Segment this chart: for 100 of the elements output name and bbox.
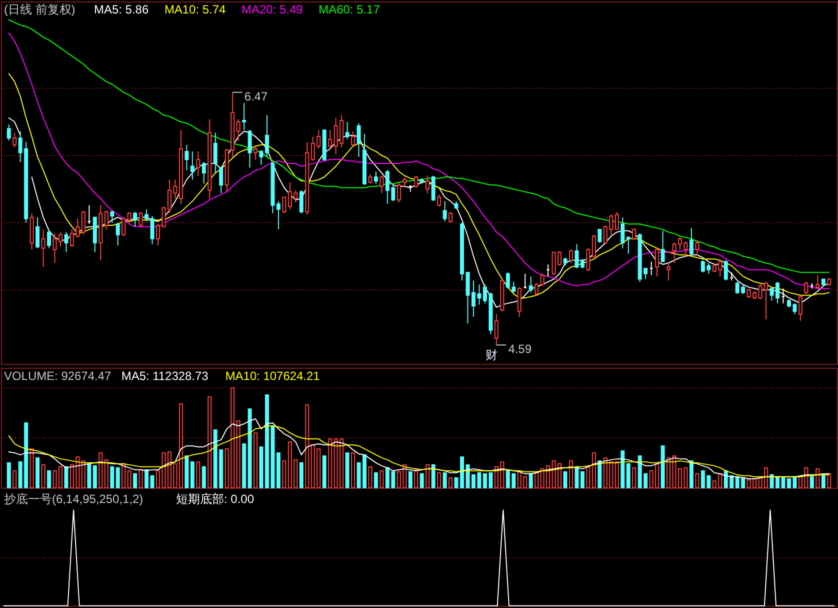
- text: MA20: 5.49: [242, 2, 304, 16]
- candlestick: [299, 190, 304, 214]
- candlestick: [12, 132, 17, 148]
- bar: [574, 466, 579, 488]
- bar: [202, 466, 206, 488]
- candlestick: [540, 273, 544, 286]
- bar: [305, 404, 310, 488]
- text: MA10: 107624.21: [225, 368, 320, 383]
- bar: [116, 467, 120, 488]
- bar: [408, 471, 412, 488]
- candlestick: [282, 196, 286, 214]
- bar: [816, 468, 820, 488]
- candlestick: [380, 175, 384, 194]
- candlestick: [133, 211, 138, 228]
- bar: [534, 471, 539, 488]
- bar: [827, 473, 832, 488]
- candlestick: [396, 182, 401, 204]
- bar: [448, 477, 453, 488]
- bar: [12, 470, 17, 488]
- candlestick: [442, 200, 447, 222]
- bar: [138, 469, 143, 488]
- bar: [110, 466, 114, 488]
- candlestick: [632, 228, 636, 241]
- candlestick: [724, 260, 728, 281]
- bar: [133, 473, 138, 488]
- candlestick: [138, 211, 143, 228]
- candlestick: [116, 222, 120, 246]
- candlestick: [328, 129, 332, 150]
- candlestick: [534, 282, 539, 296]
- bar: [208, 396, 212, 488]
- bar: [36, 457, 40, 488]
- candlestick: [426, 175, 430, 194]
- bar: [821, 474, 826, 488]
- candlestick: [213, 132, 218, 174]
- bar: [810, 476, 814, 488]
- bar: [276, 452, 280, 488]
- candlestick: [374, 171, 378, 184]
- bar: [58, 466, 62, 488]
- candlestick: [798, 294, 802, 322]
- candlestick: [356, 122, 361, 158]
- bar: [87, 463, 92, 488]
- bar: [144, 469, 149, 488]
- bar: [437, 472, 442, 488]
- candlestick: [248, 129, 252, 168]
- annotation: 6.47: [244, 89, 268, 104]
- candlestick: [127, 211, 132, 222]
- bar: [374, 472, 378, 488]
- candlestick: [64, 232, 68, 253]
- bar: [426, 464, 430, 488]
- chart-title: 抄底一号(6,14,95,250,1,2): [4, 492, 144, 506]
- bar: [666, 457, 671, 488]
- bar: [528, 473, 533, 488]
- candlestick: [402, 176, 407, 187]
- candlestick: [816, 274, 820, 290]
- chart-title: (日线 前复权): [4, 2, 76, 16]
- candlestick: [104, 210, 108, 230]
- bar: [190, 461, 194, 488]
- bar: [380, 470, 384, 488]
- candlestick: [345, 121, 350, 140]
- candlestick: [236, 118, 240, 142]
- text: MA60: 5.17: [318, 2, 380, 16]
- bar: [569, 460, 574, 488]
- candlestick: [804, 281, 808, 294]
- bar: [127, 470, 132, 488]
- bar: [236, 420, 240, 488]
- candlestick: [190, 150, 194, 180]
- bar: [150, 475, 154, 488]
- bar: [420, 473, 424, 488]
- bar: [122, 463, 126, 488]
- bar: [92, 465, 97, 488]
- bar: [580, 471, 584, 488]
- bar: [345, 452, 350, 488]
- bar: [6, 462, 11, 488]
- candlestick: [414, 175, 418, 188]
- candlestick: [586, 248, 590, 272]
- bar: [442, 472, 447, 488]
- candlestick: [122, 216, 126, 237]
- bar: [30, 448, 34, 488]
- candlestick: [47, 230, 52, 249]
- candlestick: [494, 314, 498, 346]
- candlestick: [592, 234, 596, 258]
- candlestick: [689, 228, 694, 256]
- bar: [328, 438, 332, 488]
- candlestick: [517, 286, 522, 318]
- bar: [299, 462, 304, 488]
- candlestick: [598, 228, 602, 244]
- bar: [322, 455, 326, 488]
- text: MA5: 5.86: [94, 2, 149, 16]
- candlestick: [242, 102, 246, 130]
- bar: [41, 464, 46, 488]
- candlestick: [110, 210, 114, 224]
- bar: [47, 470, 52, 488]
- bar: [695, 473, 700, 488]
- bar: [81, 460, 86, 488]
- annotation: 4.59: [508, 342, 532, 356]
- text: MA5: 112328.73: [121, 368, 209, 383]
- candlestick: [448, 211, 453, 224]
- candlestick: [351, 130, 356, 147]
- candlestick: [666, 262, 671, 281]
- candlestick: [695, 240, 700, 256]
